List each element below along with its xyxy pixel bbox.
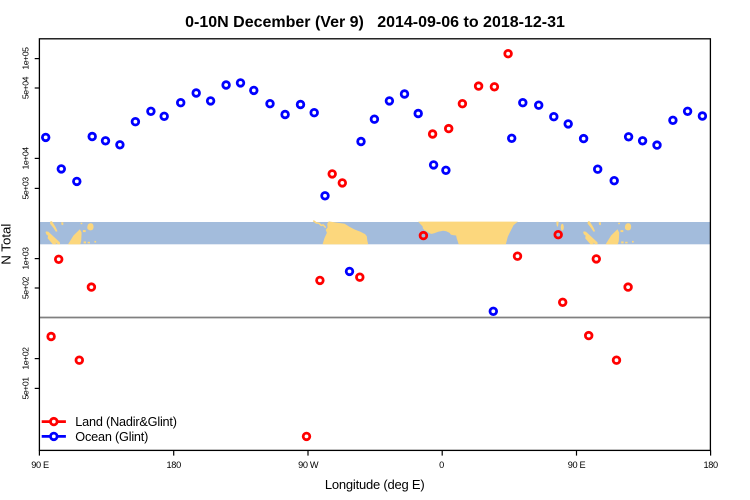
svg-text:5e+04: 5e+04 bbox=[20, 76, 30, 99]
svg-text:1e+02: 1e+02 bbox=[20, 347, 30, 370]
svg-text:0: 0 bbox=[439, 460, 444, 470]
svg-text:0-10N December (Ver 9) 2014-: 0-10N December (Ver 9) 2014-09-06 to 201… bbox=[185, 14, 565, 31]
svg-text:90 E: 90 E bbox=[568, 460, 586, 470]
svg-text:Ocean (Glint): Ocean (Glint) bbox=[75, 430, 148, 444]
svg-text:5e+01: 5e+01 bbox=[20, 377, 30, 400]
svg-text:90 E: 90 E bbox=[31, 460, 49, 470]
svg-text:180: 180 bbox=[167, 460, 182, 470]
svg-text:5e+02: 5e+02 bbox=[20, 276, 30, 299]
svg-text:Longitude (deg E): Longitude (deg E) bbox=[325, 477, 425, 492]
svg-text:1e+04: 1e+04 bbox=[20, 147, 30, 170]
svg-text:1e+03: 1e+03 bbox=[20, 247, 30, 270]
svg-text:90 W: 90 W bbox=[298, 460, 319, 470]
svg-text:N Total: N Total bbox=[0, 224, 13, 265]
svg-text:Land (Nadir&Glint): Land (Nadir&Glint) bbox=[75, 415, 176, 429]
svg-text:180: 180 bbox=[703, 460, 718, 470]
svg-text:5e+03: 5e+03 bbox=[20, 177, 30, 200]
svg-text:1e+05: 1e+05 bbox=[20, 47, 30, 70]
